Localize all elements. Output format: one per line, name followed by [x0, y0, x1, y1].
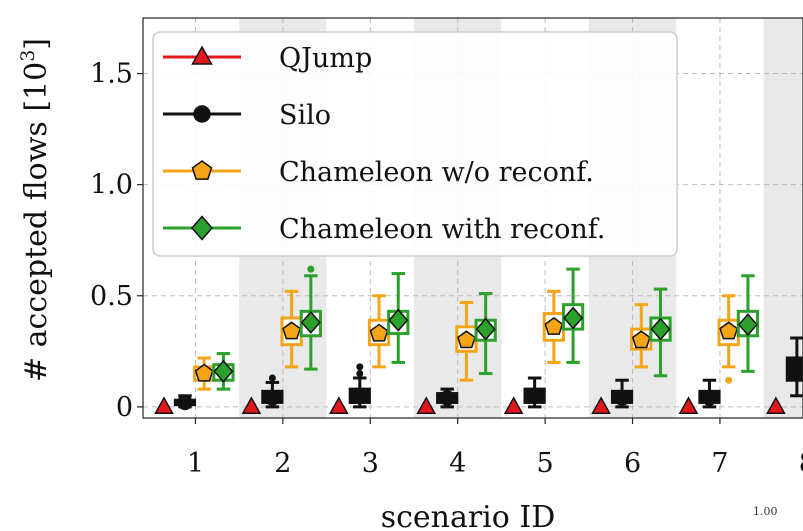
- median-marker: [282, 321, 302, 340]
- median-marker: [789, 361, 803, 377]
- median-marker: [475, 317, 496, 341]
- median-marker: [439, 390, 455, 406]
- y-tick-label: 0.5: [90, 281, 133, 312]
- median-marker: [154, 396, 174, 414]
- median-marker: [766, 396, 786, 414]
- x-tick-label: 7: [711, 448, 728, 479]
- median-marker: [352, 388, 368, 404]
- median-marker: [737, 313, 758, 337]
- median-marker: [369, 323, 389, 342]
- median-marker: [328, 396, 349, 414]
- x-tick-label: 2: [274, 448, 291, 479]
- median-marker: [701, 390, 718, 406]
- median-marker: [678, 396, 699, 414]
- median-marker: [300, 310, 321, 334]
- median-marker: [457, 330, 476, 349]
- outlier-point: [356, 363, 364, 371]
- median-marker: [416, 396, 437, 414]
- median-marker: [526, 388, 543, 404]
- median-marker: [650, 317, 671, 341]
- legend-box: [152, 31, 678, 257]
- legend-marker: [191, 45, 213, 65]
- y-axis-ticks: 0 0.5 1.0 1.5: [90, 59, 143, 423]
- legend-marker: [191, 160, 213, 180]
- legend-label: Chameleon with reconf.: [279, 214, 605, 245]
- x-tick-label: 4: [449, 448, 466, 479]
- median-marker: [213, 359, 234, 383]
- series-silo: [173, 336, 803, 411]
- legend: QJump Silo Chameleon w/o reconf. Chameleon …: [152, 31, 678, 257]
- x-tick-label: 3: [362, 448, 379, 479]
- legend-marker: [193, 105, 211, 123]
- outlier-point: [307, 265, 315, 273]
- legend-label: Chameleon w/o reconf.: [279, 157, 594, 188]
- median-marker: [719, 321, 739, 340]
- y-axis-title-close: ]: [19, 38, 54, 50]
- median-marker: [177, 394, 193, 411]
- median-marker: [614, 390, 630, 406]
- outlier-point: [268, 374, 276, 382]
- outlier-point: [356, 370, 364, 378]
- median-marker: [591, 396, 611, 414]
- legend-label: QJump: [279, 43, 372, 74]
- median-marker: [563, 306, 584, 330]
- median-marker: [544, 316, 564, 335]
- y-tick-label: 1.5: [90, 59, 133, 90]
- legend-item: Chameleon with reconf.: [163, 214, 605, 245]
- legend-item: QJump: [163, 43, 372, 74]
- y-axis-title-main: # accepted flows [10: [19, 62, 54, 382]
- x-tick-label: 5: [537, 448, 554, 479]
- x-axis-title: scenario ID: [381, 500, 556, 531]
- x-tick-label: 1: [187, 448, 204, 479]
- median-marker: [241, 396, 262, 414]
- y-tick-label: 0: [116, 392, 133, 423]
- median-marker: [503, 396, 524, 414]
- y-axis-title: # accepted flows [103]: [17, 38, 54, 382]
- plot-marks: [154, 265, 803, 414]
- y-tick-label: 1.0: [90, 170, 133, 201]
- series-chameleon-with-reconf: [212, 265, 760, 391]
- x-tick-label: 6: [624, 448, 641, 479]
- median-marker: [264, 390, 281, 406]
- median-marker: [194, 363, 214, 382]
- x-axis-ticks: 1 2 3 4 5 6 7 8: [187, 418, 803, 479]
- series-qjump: [154, 396, 786, 414]
- legend-item: Silo: [163, 100, 331, 131]
- outlier-point: [725, 376, 733, 384]
- y-axis-title-exponent: 3: [17, 50, 39, 62]
- legend-marker: [191, 215, 213, 241]
- median-marker: [631, 330, 651, 349]
- plot-frame: [142, 17, 803, 419]
- corner-label: 1.00: [753, 505, 778, 518]
- legend-item: Chameleon w/o reconf.: [163, 157, 594, 188]
- legend-label: Silo: [279, 100, 331, 131]
- x-tick-label: 8: [799, 448, 803, 479]
- median-marker: [388, 308, 409, 332]
